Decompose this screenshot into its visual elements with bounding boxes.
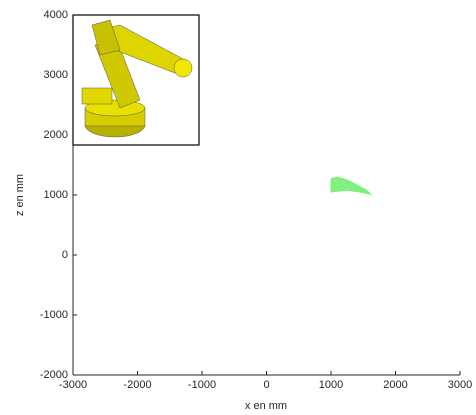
y-tick-label: 1000 (44, 189, 68, 201)
y-tick-label: 2000 (44, 129, 68, 141)
x-tick-label: 2000 (383, 379, 407, 391)
y-axis-label: z en mm (14, 174, 26, 216)
workspace-area (330, 176, 373, 196)
x-tick-label: 0 (263, 379, 269, 391)
x-tick-label: -3000 (59, 379, 87, 391)
x-axis-label: x en mm (245, 400, 287, 412)
y-tick-label: 0 (62, 249, 68, 261)
y-tick-label: 3000 (44, 69, 68, 81)
x-tick-label: 3000 (448, 379, 472, 391)
y-tick-label: 4000 (44, 9, 68, 21)
x-tick-label: 1000 (319, 379, 343, 391)
x-tick-label: -1000 (188, 379, 216, 391)
robot-inset (72, 14, 200, 146)
x-tick-label: -2000 (123, 379, 151, 391)
y-tick-label: -1000 (40, 309, 68, 321)
y-tick-label: -2000 (40, 369, 68, 381)
